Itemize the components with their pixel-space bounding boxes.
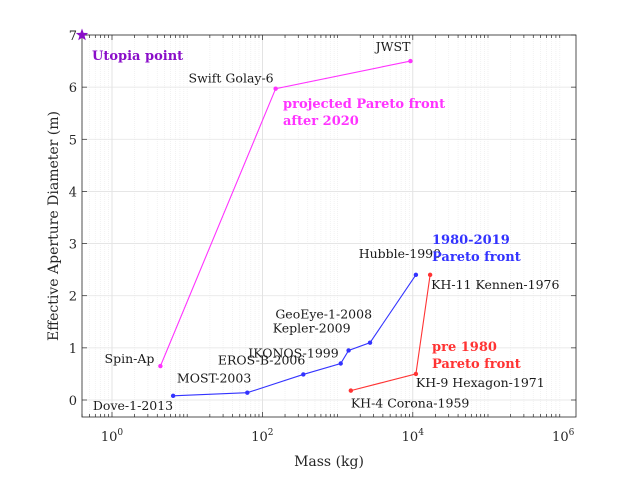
y-tick-label: 4 xyxy=(69,185,77,200)
data-point xyxy=(170,393,176,399)
point-label: Dove-1-2013 xyxy=(93,398,173,413)
data-point xyxy=(301,372,306,377)
data-point xyxy=(367,340,373,345)
point-label: KH-9 Hexagon-1971 xyxy=(416,375,545,390)
data-point xyxy=(245,390,250,395)
x-axis-title: Mass (kg) xyxy=(294,454,364,470)
y-axis-title: Effective Aperture Diameter (m) xyxy=(46,111,62,341)
data-point xyxy=(273,86,278,91)
y-tick-label: 7 xyxy=(69,29,77,44)
point-label: GeoEye-1-2008 xyxy=(275,307,372,322)
plot-area xyxy=(81,34,577,418)
y-tick-label: 5 xyxy=(69,133,77,148)
series-annotation: 1980-2019 xyxy=(432,233,510,248)
x-tick-label: 102 xyxy=(251,428,273,445)
utopia-point-label: Utopia point xyxy=(92,49,183,64)
x-tick-label: 104 xyxy=(402,428,425,445)
data-point xyxy=(413,371,419,377)
series-annotation: after 2020 xyxy=(283,114,359,129)
data-point xyxy=(427,272,433,278)
data-point xyxy=(158,363,163,369)
y-tick-label: 0 xyxy=(69,394,77,409)
x-tick-label: 106 xyxy=(552,428,575,445)
labels: Spin-Ap Swift Golay-6 JWST projected Pareto… xyxy=(92,39,560,413)
data-point xyxy=(408,58,413,64)
series-annotation: Pareto front xyxy=(432,250,521,265)
series-annotation: pre 1980 xyxy=(432,340,497,355)
y-tick-label: 6 xyxy=(69,81,77,96)
grid xyxy=(81,34,576,417)
point-label: Swift Golay-6 xyxy=(189,71,274,86)
point-label: Kepler-2009 xyxy=(273,320,351,335)
y-tick-label: 2 xyxy=(69,290,77,305)
series-annotation: Pareto front xyxy=(432,357,521,372)
point-label: EROS-B-2006 xyxy=(218,352,306,367)
ticks: 0 1 2 3 4 5 6 7 100 102 104 106 xyxy=(69,29,576,445)
y-tick-label: 1 xyxy=(69,342,77,357)
point-label: KH-4 Corona-1959 xyxy=(351,396,470,411)
series xyxy=(75,28,433,399)
data-point xyxy=(348,388,354,393)
point-label: MOST-2003 xyxy=(177,371,251,386)
data-point xyxy=(338,361,343,366)
point-label: IKONOS-1999 xyxy=(248,346,338,361)
data-point xyxy=(413,272,419,278)
utopia-point-star-icon xyxy=(75,28,89,41)
data-point xyxy=(346,348,351,353)
point-label: KH-11 Kennen-1976 xyxy=(431,277,559,292)
point-label: Hubble-1990 xyxy=(359,246,441,261)
y-tick-label: 3 xyxy=(69,238,77,253)
point-label: JWST xyxy=(374,39,411,54)
series-annotation: projected Pareto front xyxy=(283,97,445,112)
point-label: Spin-Ap xyxy=(105,351,155,366)
x-tick-label: 100 xyxy=(101,428,124,445)
